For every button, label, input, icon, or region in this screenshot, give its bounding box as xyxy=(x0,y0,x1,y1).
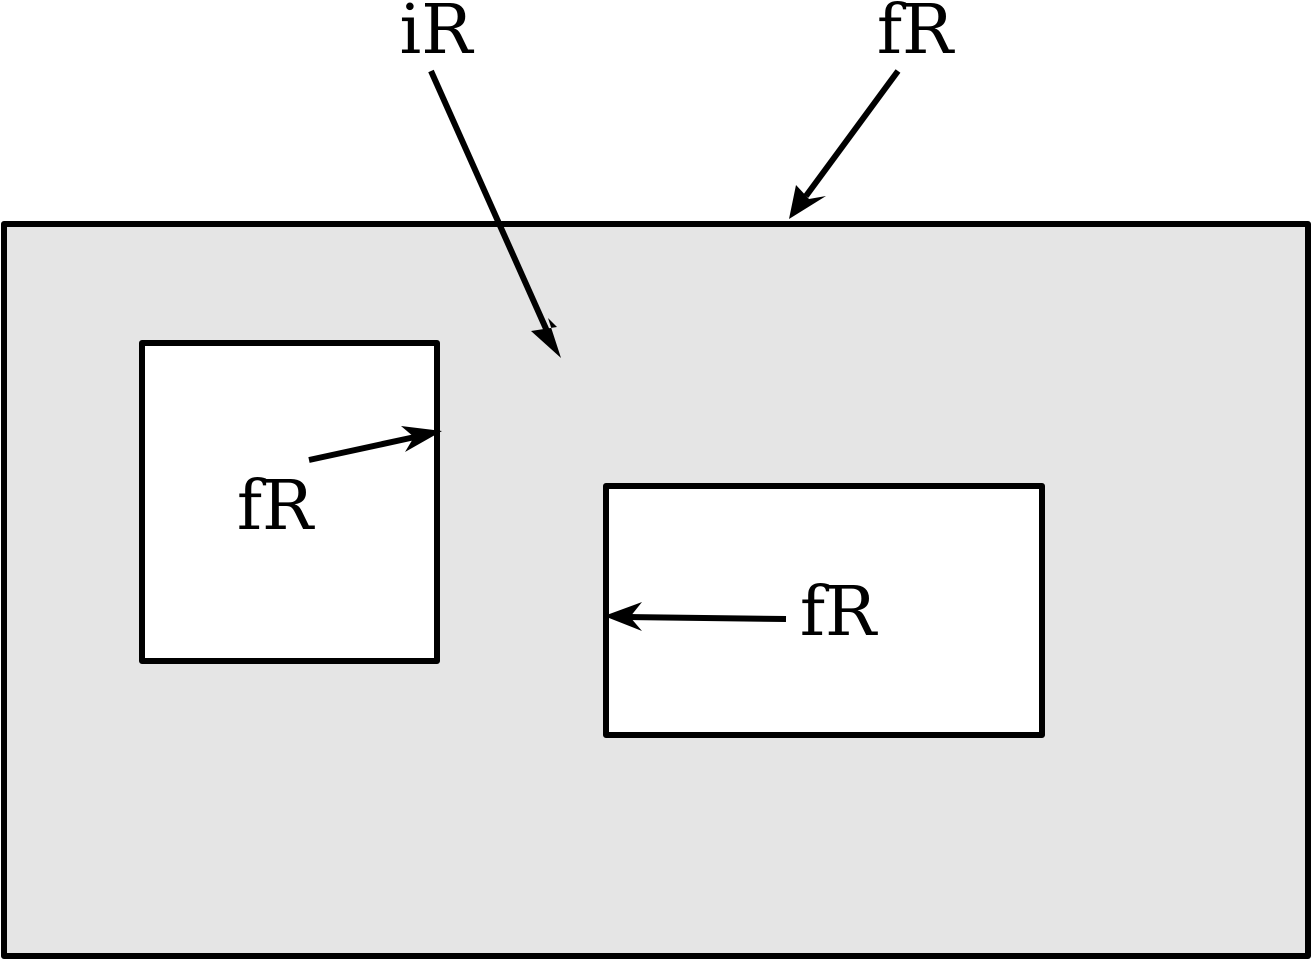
label-fr-left-box: fR xyxy=(237,467,315,546)
arrow-fr-to-right-box-edge xyxy=(604,602,787,631)
label-fr-right-box: fR xyxy=(800,573,878,652)
right-inner-region xyxy=(603,483,1045,738)
arrow-fr-to-outer-boundary xyxy=(789,69,901,219)
arrow-fr-to-left-box-edge xyxy=(308,426,442,463)
left-inner-region xyxy=(139,340,440,664)
label-ir-top: iR xyxy=(400,0,475,70)
arrow-ir-to-interior xyxy=(428,69,561,358)
label-fr-top: fR xyxy=(877,0,955,70)
